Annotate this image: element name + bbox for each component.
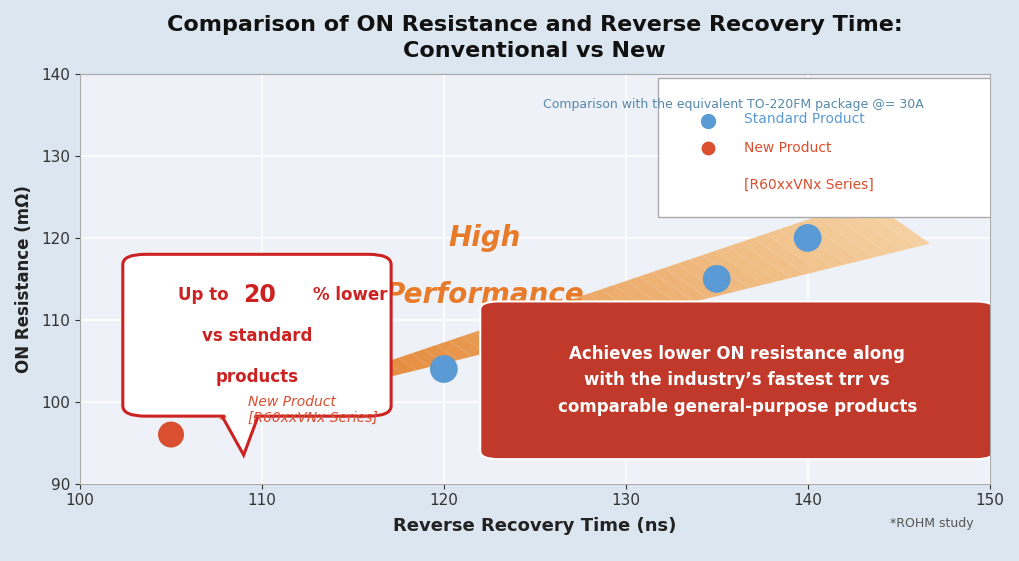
Polygon shape [842, 204, 916, 250]
Text: [R60xxVNx Series]: [R60xxVNx Series] [744, 178, 873, 192]
FancyBboxPatch shape [123, 254, 391, 416]
Polygon shape [753, 234, 819, 274]
Polygon shape [728, 242, 791, 281]
Polygon shape [627, 277, 680, 309]
Polygon shape [411, 350, 444, 367]
Polygon shape [601, 285, 652, 315]
Text: Performance: Performance [385, 281, 585, 309]
Polygon shape [513, 315, 555, 339]
Polygon shape [487, 324, 527, 346]
Polygon shape [216, 406, 262, 455]
Polygon shape [664, 264, 721, 298]
Text: *ROHM study: *ROHM study [890, 517, 973, 530]
Polygon shape [538, 306, 583, 333]
Text: Comparison with the equivalent TO-220FM package @= 30A: Comparison with the equivalent TO-220FM … [543, 98, 924, 111]
Text: New Product: New Product [744, 141, 832, 155]
Polygon shape [702, 251, 763, 288]
Polygon shape [310, 384, 333, 394]
Polygon shape [639, 272, 694, 305]
Polygon shape [791, 221, 861, 264]
Polygon shape [335, 375, 361, 388]
Text: vs standard: vs standard [202, 327, 312, 345]
FancyBboxPatch shape [480, 301, 995, 459]
Polygon shape [247, 405, 264, 411]
Polygon shape [436, 341, 472, 360]
Y-axis label: ON Resistance (mΩ): ON Resistance (mΩ) [15, 185, 33, 373]
Point [800, 233, 816, 242]
Polygon shape [449, 337, 486, 357]
Polygon shape [576, 293, 625, 323]
Polygon shape [613, 280, 666, 312]
Polygon shape [475, 328, 514, 350]
FancyBboxPatch shape [657, 78, 995, 218]
Title: Comparison of ON Resistance and Reverse Recovery Time:
Conventional vs New: Comparison of ON Resistance and Reverse … [167, 15, 903, 61]
Polygon shape [855, 200, 930, 247]
Point [436, 365, 452, 374]
Polygon shape [779, 225, 847, 268]
Text: % lower: % lower [314, 286, 388, 304]
Text: High: High [448, 224, 521, 252]
Text: Up to: Up to [178, 286, 234, 304]
Polygon shape [765, 229, 833, 271]
Polygon shape [715, 246, 777, 284]
Polygon shape [272, 396, 291, 404]
Text: Standard Product: Standard Product [744, 112, 865, 126]
Polygon shape [550, 302, 597, 329]
Polygon shape [741, 238, 805, 278]
Polygon shape [462, 332, 499, 353]
Polygon shape [219, 404, 259, 447]
Polygon shape [284, 392, 305, 401]
Polygon shape [398, 353, 430, 370]
Polygon shape [564, 298, 610, 326]
Polygon shape [829, 208, 903, 254]
Polygon shape [361, 366, 388, 380]
X-axis label: Reverse Recovery Time (ns): Reverse Recovery Time (ns) [393, 517, 677, 535]
Polygon shape [424, 345, 458, 364]
Polygon shape [297, 388, 319, 398]
Polygon shape [347, 371, 375, 384]
Polygon shape [588, 289, 639, 319]
Polygon shape [233, 409, 250, 415]
Point [163, 430, 179, 439]
Polygon shape [690, 255, 750, 292]
Polygon shape [816, 212, 889, 257]
Text: products: products [215, 368, 299, 386]
Polygon shape [386, 358, 416, 374]
Polygon shape [804, 217, 874, 261]
Text: 20: 20 [244, 283, 276, 307]
Text: New Product
[R60xxVNx Series]: New Product [R60xxVNx Series] [249, 395, 378, 425]
Polygon shape [322, 379, 346, 391]
Polygon shape [525, 311, 569, 336]
Polygon shape [373, 362, 403, 377]
Text: Achieves lower ON resistance along
with the industry’s fastest trr vs
comparable: Achieves lower ON resistance along with … [557, 345, 917, 416]
Point [708, 274, 725, 283]
Polygon shape [499, 319, 541, 343]
Polygon shape [259, 401, 277, 408]
Polygon shape [677, 259, 736, 295]
Polygon shape [652, 268, 708, 302]
